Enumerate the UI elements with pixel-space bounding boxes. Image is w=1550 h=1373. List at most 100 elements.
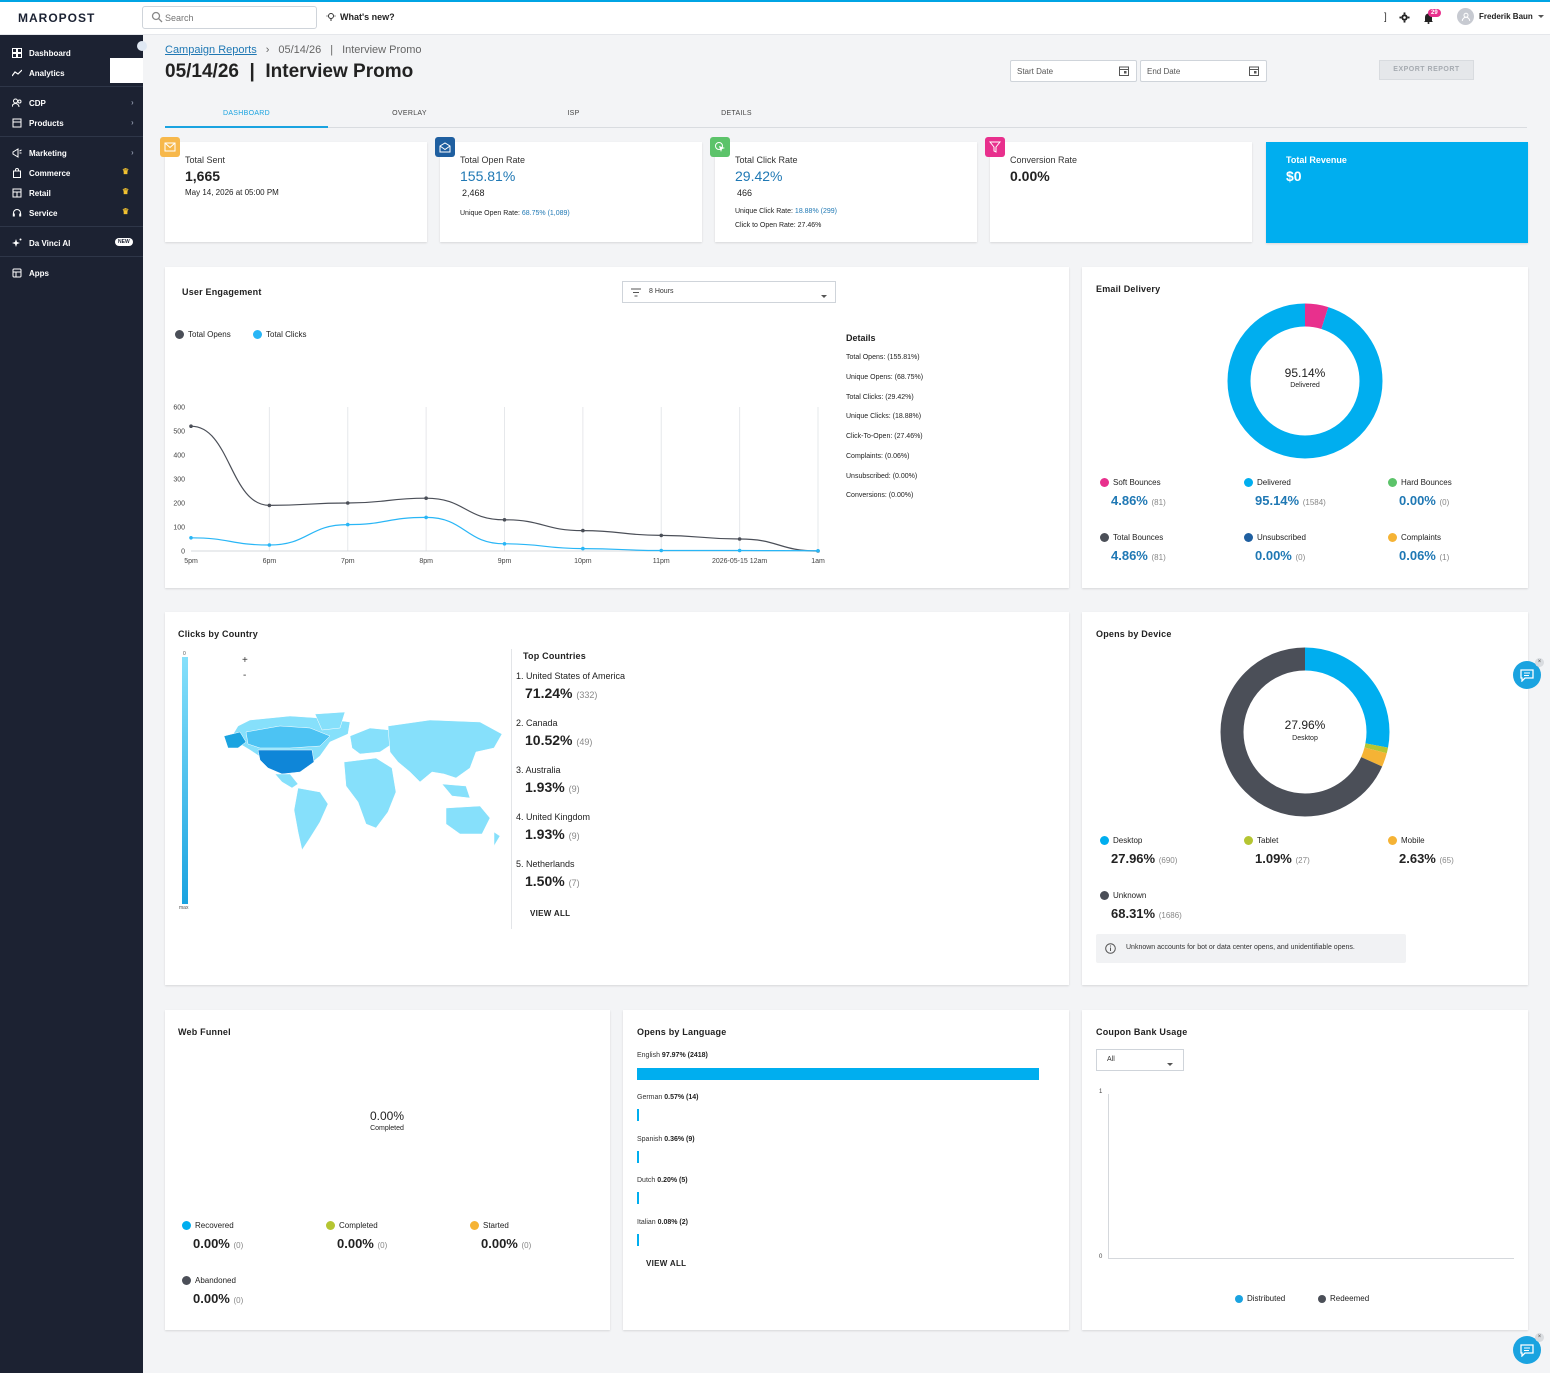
language-bar bbox=[637, 1151, 639, 1163]
sidebar-divider bbox=[0, 256, 143, 257]
legend-dot bbox=[1100, 533, 1109, 542]
search-box[interactable] bbox=[142, 6, 317, 29]
coupon-bank-title: Coupon Bank Usage bbox=[1096, 1027, 1188, 1037]
tab-overlay[interactable]: OVERLAY bbox=[392, 110, 427, 117]
funnel-center-label: Completed bbox=[370, 1125, 404, 1132]
delivery-donut bbox=[1227, 303, 1383, 459]
metric-count: (0) bbox=[1295, 553, 1306, 562]
legend-dot bbox=[1100, 891, 1109, 900]
user-menu[interactable]: Frederik Baun bbox=[1457, 8, 1544, 25]
x-tick-label: 10pm bbox=[574, 558, 592, 565]
chevron-right-icon: › bbox=[131, 148, 134, 157]
sidebar-item-apps[interactable]: Apps bbox=[0, 263, 143, 283]
sidebar-item-commerce[interactable]: Commerce ♛ bbox=[0, 163, 143, 183]
gear-icon[interactable] bbox=[1399, 12, 1410, 23]
sidebar-item-da-vinci-ai[interactable]: Da Vinci AI NEW bbox=[0, 233, 143, 253]
language-item: Spanish 0.36% (9) bbox=[637, 1136, 695, 1143]
open-rate-value: 155.81% bbox=[460, 168, 516, 184]
sidebar-item-retail[interactable]: Retail ♛ bbox=[0, 183, 143, 203]
language-stat: 0.20% (5) bbox=[657, 1177, 688, 1184]
search-input[interactable] bbox=[165, 10, 305, 26]
export-report-button[interactable]: EXPORT REPORT bbox=[1379, 60, 1474, 80]
world-map[interactable] bbox=[220, 712, 505, 854]
end-date-field[interactable]: End Date bbox=[1140, 60, 1267, 82]
legend-total-opens[interactable]: Total Opens bbox=[175, 330, 231, 340]
open-rate-card: Total Open Rate 155.81% 2,468 Unique Ope… bbox=[435, 137, 702, 242]
new-badge: NEW bbox=[115, 238, 133, 246]
tab-isp[interactable]: ISP bbox=[567, 110, 580, 117]
legend-dot bbox=[1244, 836, 1253, 845]
sidebar-item-products[interactable]: Products › bbox=[0, 113, 143, 133]
metric-value: 4.86% bbox=[1111, 493, 1148, 508]
open-rate-label: Total Open Rate bbox=[460, 155, 526, 165]
total-revenue-label: Total Revenue bbox=[1286, 155, 1347, 165]
countries-view-all-link[interactable]: VIEW ALL bbox=[530, 909, 571, 918]
calendar-icon[interactable] bbox=[1118, 65, 1130, 77]
close-chat-icon[interactable]: × bbox=[1535, 658, 1544, 667]
bracket-icon[interactable]: ] bbox=[1384, 12, 1387, 23]
languages-view-all-link[interactable]: VIEW ALL bbox=[646, 1259, 687, 1268]
time-range-select[interactable]: 8 Hours bbox=[622, 281, 836, 303]
detail-conversions: Conversions: (0.00%) bbox=[846, 492, 914, 499]
tab-dashboard[interactable]: DASHBOARD bbox=[222, 110, 271, 117]
sidebar-divider bbox=[0, 86, 143, 87]
map-region-south-america bbox=[293, 787, 329, 851]
user-icon bbox=[1461, 12, 1470, 21]
maropost-logo[interactable]: MAROPOST bbox=[18, 11, 96, 25]
crown-icon: ♛ bbox=[122, 207, 130, 216]
sidebar-item-cdp[interactable]: CDP › bbox=[0, 93, 143, 113]
calendar-icon[interactable] bbox=[1248, 65, 1260, 77]
page-title: 05/14/26 | Interview Promo bbox=[165, 61, 414, 82]
recovered-metric: Recovered 0.00% (0) bbox=[182, 1221, 243, 1251]
x-tick-label: 9pm bbox=[498, 558, 512, 565]
stat-icon-box bbox=[710, 137, 730, 157]
map-region-europe bbox=[349, 727, 393, 755]
metric-value: 1.09% bbox=[1255, 851, 1292, 866]
unsubscribed-metric: Unsubscribed 0.00% (0) bbox=[1244, 533, 1306, 563]
metric-count: (1584) bbox=[1302, 498, 1326, 507]
web-funnel-title: Web Funnel bbox=[178, 1027, 231, 1037]
details-title: Details bbox=[846, 333, 876, 343]
country-count: (332) bbox=[576, 690, 598, 700]
language-name: Spanish bbox=[637, 1136, 663, 1143]
map-zoom-in-button[interactable]: + bbox=[242, 655, 248, 666]
tab-details[interactable]: DETAILS bbox=[721, 110, 752, 117]
language-item: German 0.57% (14) bbox=[637, 1094, 699, 1101]
sidebar-item-marketing[interactable]: Marketing › bbox=[0, 143, 143, 163]
delivered-segment bbox=[1227, 303, 1383, 459]
start-date-field[interactable]: Start Date bbox=[1010, 60, 1137, 82]
sidebar-item-service[interactable]: Service ♛ bbox=[0, 203, 143, 223]
breadcrumb-date: 05/14/26 bbox=[278, 44, 322, 56]
whats-new-button[interactable]: What's new? bbox=[326, 12, 395, 22]
legend-redeemed[interactable]: Redeemed bbox=[1318, 1294, 1369, 1303]
collapse-sidebar-icon[interactable] bbox=[137, 41, 147, 51]
sidebar-item-label: Marketing bbox=[29, 149, 67, 158]
map-zoom-out-button[interactable]: - bbox=[243, 670, 247, 681]
sidebar-item-analytics[interactable]: Analytics bbox=[0, 63, 143, 83]
metric-label: Desktop bbox=[1113, 836, 1143, 845]
start-date-placeholder: Start Date bbox=[1017, 67, 1054, 76]
country-item: 1. United States of America 71.24% (332) bbox=[516, 671, 625, 701]
y-tick-label: 200 bbox=[173, 501, 185, 508]
metric-count: (81) bbox=[1151, 498, 1166, 507]
coupon-filter-select[interactable]: All bbox=[1096, 1049, 1184, 1071]
delivery-center-value: 95.14% bbox=[1284, 366, 1326, 380]
map-region-usa bbox=[257, 749, 315, 775]
breadcrumb-campaign-reports-link[interactable]: Campaign Reports bbox=[165, 44, 257, 56]
legend-label: Total Opens bbox=[188, 330, 231, 339]
unknown-segment bbox=[1220, 647, 1390, 817]
legend-dot bbox=[175, 330, 184, 340]
clicks-by-country-title: Clicks by Country bbox=[178, 629, 258, 639]
data-point bbox=[345, 522, 350, 527]
click-to-open-rate: Click to Open Rate: 27.46% bbox=[735, 222, 822, 229]
sidebar-item-dashboard[interactable]: Dashboard bbox=[0, 43, 143, 63]
close-chat-icon[interactable]: × bbox=[1535, 1333, 1544, 1342]
x-tick-label: 1am bbox=[811, 558, 825, 565]
legend-distributed[interactable]: Distributed bbox=[1235, 1294, 1285, 1303]
y-tick-label: 500 bbox=[173, 429, 185, 436]
sidebar-divider bbox=[0, 136, 143, 137]
legend-dot bbox=[326, 1221, 335, 1230]
legend-total-clicks[interactable]: Total Clicks bbox=[253, 330, 306, 340]
data-point bbox=[581, 528, 585, 533]
user-engagement-card bbox=[165, 267, 1069, 588]
